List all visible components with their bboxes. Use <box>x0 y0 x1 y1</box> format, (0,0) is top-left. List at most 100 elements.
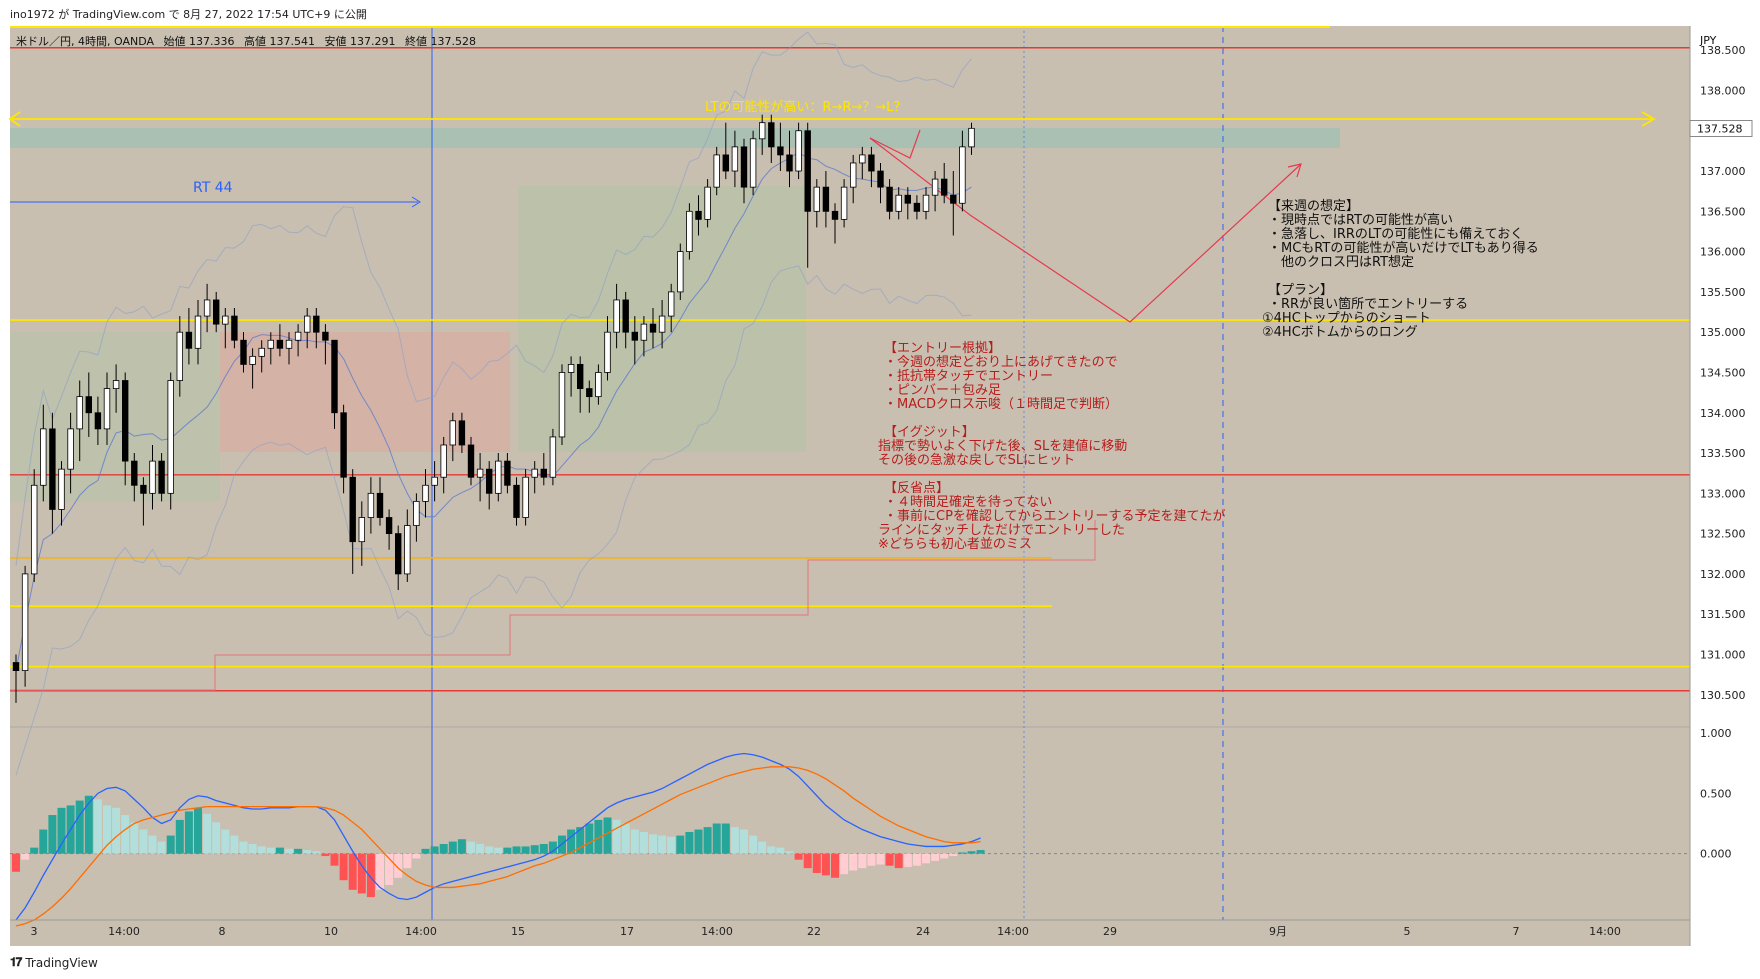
arrow-head-icon <box>411 196 421 208</box>
candle-body <box>950 194 957 204</box>
candle-body <box>768 122 775 148</box>
macd-hist-bar <box>758 841 767 854</box>
rt44-label: RT 44 <box>193 180 233 196</box>
candle-body <box>941 178 948 196</box>
candle-body <box>686 210 693 253</box>
macd-hist-bar <box>931 853 940 861</box>
candle-body <box>759 122 766 140</box>
week-line: ・現時点ではRTの可能性が高い <box>1268 212 1453 228</box>
candle-body <box>895 194 902 212</box>
candle-body <box>558 372 566 438</box>
candle-body <box>103 388 111 430</box>
entry-line: ・抵抗帯タッチでエントリー <box>884 369 1053 384</box>
macd-hist-bar <box>103 805 111 854</box>
next-week-note: 【来週の想定】 ・現時点ではRTの可能性が高い ・急落し、IRRのLTの可能性に… <box>1268 198 1543 270</box>
reflection-note: 【反省点】 ・４時間足確定を待ってない ・事前にCPを確認してからエントリーする… <box>878 481 1230 552</box>
candle-body <box>21 573 29 671</box>
candle-body <box>840 186 848 220</box>
macd-hist-bar <box>412 853 421 859</box>
macd-hist-bar <box>30 847 39 854</box>
plan-line: 【プラン】 <box>1268 283 1333 298</box>
candle-body <box>322 331 329 341</box>
candle-body <box>722 154 729 172</box>
candle-body <box>531 468 538 478</box>
candle-body <box>267 339 274 349</box>
macd-hist-bar <box>940 853 949 859</box>
macd-hist-bar <box>275 847 284 854</box>
candle-body <box>385 517 393 535</box>
macd-hist-bar <box>194 807 202 854</box>
open-label: 始値 <box>164 34 186 48</box>
candle-body <box>740 146 748 188</box>
candle-body <box>640 323 648 341</box>
macd-hist-bar <box>121 815 130 854</box>
candle-body <box>176 331 183 381</box>
macd-hist-bar <box>321 853 330 857</box>
chart-background <box>10 26 1690 946</box>
currency-label: JPY <box>1699 34 1717 47</box>
macd-hist-bar <box>867 853 876 866</box>
candle-body <box>913 202 921 212</box>
exit-note: 【イグジット】 指標で勢いよく下げた後、SLを建値に移動 その後の急激な戻しでS… <box>878 425 1131 468</box>
time-tick-label: 3 <box>31 925 38 938</box>
time-tick-label: 7 <box>1513 925 1520 938</box>
candle-body <box>522 476 529 518</box>
reflect-line: 【反省点】 <box>884 481 949 496</box>
band-line <box>15 151 972 671</box>
macd-hist-bar <box>48 815 57 854</box>
macd-hist-bar <box>457 839 466 854</box>
macd-hist-bar <box>84 795 93 854</box>
macd-hist-bar <box>303 850 312 854</box>
macd-hist-bar <box>421 848 430 854</box>
macd-hist-bar <box>658 835 667 854</box>
candle-body <box>458 420 466 446</box>
macd-hist-bar <box>831 853 839 878</box>
candle-body <box>567 364 575 373</box>
candle-body <box>194 315 202 349</box>
candle-body <box>67 428 74 470</box>
candle-body <box>349 476 356 543</box>
candle-body <box>877 170 884 188</box>
macd-hist-bar <box>248 844 257 854</box>
candle-body <box>94 412 102 430</box>
macd-hist-bar <box>166 835 175 854</box>
time-tick-label: 14:00 <box>1589 925 1621 938</box>
macd-hist-bar <box>385 853 394 886</box>
price-tick-label: 138.000 <box>1700 84 1746 97</box>
candle-body <box>131 460 138 486</box>
candle-body <box>850 162 857 188</box>
macd-hist-bar <box>266 847 275 854</box>
close-label: 終値 <box>405 34 427 48</box>
macd-hist-bar <box>112 807 121 854</box>
macd-hist-bar <box>703 827 712 854</box>
candle-body <box>303 315 311 333</box>
macd-hist-bar <box>639 831 648 854</box>
price-tick-label: 130.500 <box>1700 689 1746 702</box>
macd-hist-bar <box>130 822 139 854</box>
macd-hist-bar <box>794 853 803 860</box>
macd-hist-bar <box>776 847 785 854</box>
candle-body <box>249 355 256 365</box>
exit-line: 【イグジット】 <box>884 425 975 440</box>
candle-body <box>122 380 129 462</box>
macd-hist-bar <box>630 829 639 854</box>
macd-hist-bar <box>439 844 448 854</box>
candle-body <box>167 380 174 494</box>
macd-hist-bar <box>539 844 548 854</box>
macd-hist-bar <box>649 834 657 854</box>
price-tick-label: 132.500 <box>1700 528 1746 541</box>
macd-layer <box>10 752 1690 927</box>
entry-line: ・今週の想定どおり上にあげてきたので <box>884 354 1118 370</box>
candle-body <box>140 484 147 494</box>
macd-hist-bar <box>721 823 730 854</box>
candle-body <box>212 299 220 325</box>
symbol-name: 米ドル／円, 4時間, OANDA <box>16 35 154 48</box>
time-tick-label: 5 <box>1404 925 1411 938</box>
entry-line: ・MACDクロス示唆（１時間足で判断） <box>884 396 1118 412</box>
macd-hist-bar <box>821 853 830 876</box>
macd-hist-bar <box>712 823 721 854</box>
macd-hist-bar <box>612 819 621 854</box>
candle-body <box>795 130 802 172</box>
time-tick-label: 14:00 <box>997 925 1029 938</box>
